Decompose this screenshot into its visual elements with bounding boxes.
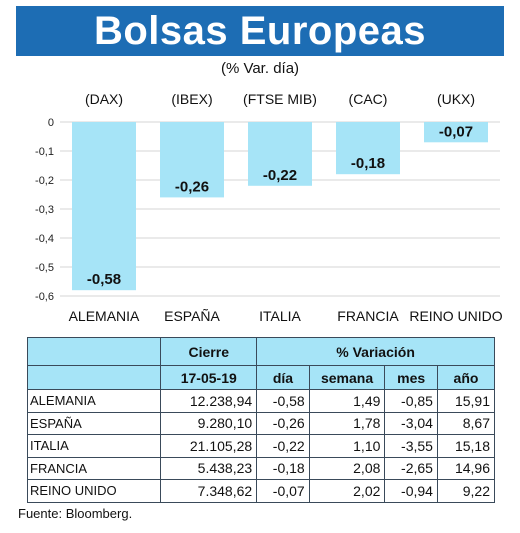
cell-mes: -3,04	[384, 411, 438, 435]
table-row: ALEMANIA 12.238,94 -0,58 1,49 -0,85 15,9…	[26, 389, 496, 413]
cell-cierre: 9.280,10	[160, 411, 258, 435]
y-tick-label: -0,4	[35, 233, 54, 245]
cell-cierre: 7.348,62	[160, 479, 258, 503]
cell-cierre: 12.238,94	[160, 389, 258, 413]
header-cierre: Cierre	[160, 337, 258, 366]
bar	[160, 122, 224, 198]
cell-semana: 1,10	[308, 434, 386, 458]
table-row: ITALIA 21.105,28 -0,22 1,10 -3,55 15,18	[26, 434, 496, 458]
source-note: Fuente: Bloomberg.	[18, 506, 133, 521]
bar	[72, 122, 136, 291]
cell-country: ESPAÑA	[26, 411, 162, 435]
y-tick-label: -0,2	[35, 175, 54, 187]
cell-semana: 1,78	[308, 411, 386, 435]
data-label: -0,18	[351, 155, 385, 172]
x-tick-label: FRANCIA	[337, 308, 399, 324]
x-tick-label: ITALIA	[259, 308, 301, 324]
cell-mes: -0,94	[384, 479, 438, 503]
header-date: 17-05-19	[160, 365, 258, 390]
cell-ano: 15,91	[436, 389, 496, 413]
cell-country: REINO UNIDO	[26, 479, 162, 503]
y-tick-label: -0,3	[35, 204, 54, 216]
data-table: Cierre % Variación 17-05-19 día semana m…	[26, 337, 496, 503]
data-label: -0,07	[439, 123, 473, 140]
cell-country: ITALIA	[26, 434, 162, 458]
y-tick-label: -0,5	[35, 262, 54, 274]
cell-country: FRANCIA	[26, 456, 162, 480]
cell-dia: -0,07	[256, 479, 310, 503]
cell-ano: 14,96	[436, 456, 496, 480]
cell-dia: -0,18	[256, 456, 310, 480]
index-label: (FTSE MIB)	[243, 91, 317, 107]
data-label: -0,58	[87, 271, 121, 288]
table-row: ESPAÑA 9.280,10 -0,26 1,78 -3,04 8,67	[26, 411, 496, 435]
index-label: (UKX)	[437, 91, 475, 107]
page-title: Bolsas Europeas	[16, 6, 504, 56]
data-label: -0,22	[263, 167, 297, 184]
cell-dia: -0,22	[256, 434, 310, 458]
table-corner-cell	[26, 337, 162, 366]
cell-ano: 8,67	[436, 411, 496, 435]
index-label: (CAC)	[349, 91, 388, 107]
bar	[248, 122, 312, 186]
index-label: (DAX)	[85, 91, 123, 107]
header-dia: día	[256, 365, 310, 390]
table-row: REINO UNIDO 7.348,62 -0,07 2,02 -0,94 9,…	[26, 479, 496, 503]
cell-country: ALEMANIA	[26, 389, 162, 413]
table-corner-cell	[26, 365, 162, 390]
cell-cierre: 5.438,23	[160, 456, 258, 480]
cell-mes: -0,85	[384, 389, 438, 413]
x-tick-label: ALEMANIA	[69, 308, 140, 324]
header-mes: mes	[384, 365, 438, 390]
cell-ano: 15,18	[436, 434, 496, 458]
header-variacion: % Variación	[256, 337, 495, 366]
cell-dia: -0,26	[256, 411, 310, 435]
y-tick-label: 0	[48, 117, 54, 129]
bar	[424, 122, 488, 143]
cell-mes: -3,55	[384, 434, 438, 458]
header-semana: semana	[308, 365, 386, 390]
data-label: -0,26	[175, 178, 209, 195]
cell-ano: 9,22	[436, 479, 496, 503]
cell-mes: -2,65	[384, 456, 438, 480]
bar	[336, 122, 400, 175]
chart-subtitle: (% Var. día)	[220, 60, 300, 77]
cell-dia: -0,58	[256, 389, 310, 413]
cell-semana: 1,49	[308, 389, 386, 413]
table-row: FRANCIA 5.438,23 -0,18 2,08 -2,65 14,96	[26, 456, 496, 480]
bar-chart: 0 -0,1 -0,2 -0,3 -0,4 -0,5 -0,6 (DAX) -0,58 ALEMA…	[35, 91, 503, 324]
header-ano: año	[436, 365, 496, 390]
cell-semana: 2,08	[308, 456, 386, 480]
x-tick-label: REINO UNIDO	[409, 308, 502, 324]
cell-cierre: 21.105,28	[160, 434, 258, 458]
y-tick-label: -0,1	[35, 146, 54, 158]
y-tick-label: -0,6	[35, 291, 54, 303]
cell-semana: 2,02	[308, 479, 386, 503]
x-tick-label: ESPAÑA	[164, 308, 220, 324]
index-label: (IBEX)	[171, 91, 212, 107]
